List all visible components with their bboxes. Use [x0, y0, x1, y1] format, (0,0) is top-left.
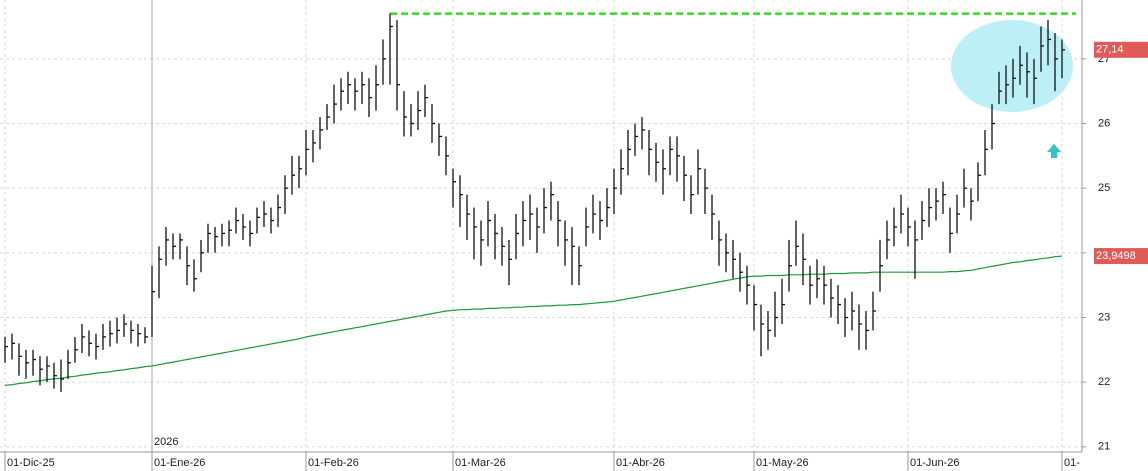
last-value-label: 27,14	[1096, 44, 1124, 56]
axis: 2122232425262701-Dic-2501-Ene-2601-Feb-2…	[4, 41, 1148, 471]
x-tick-label: 01-Dic-25	[7, 457, 55, 469]
last-value-label-box	[1094, 41, 1148, 58]
x-tick-label: 01-Feb-26	[308, 457, 359, 469]
y-tick-label: 26	[1098, 117, 1110, 129]
year-label: 2026	[154, 436, 178, 448]
y-tick-label: 22	[1098, 376, 1110, 388]
up-arrow	[1047, 144, 1061, 158]
last-value-label-box	[1094, 248, 1148, 265]
x-tick-label: 01-Abr-26	[616, 457, 665, 469]
marks	[4, 12, 1076, 392]
moving-average	[4, 255, 1063, 386]
highlight-ellipse	[951, 20, 1073, 112]
y-tick-label: 21	[1098, 441, 1110, 453]
x-tick-label: 01-Jun-26	[910, 457, 960, 469]
last-value-label: 23,9498	[1096, 250, 1136, 262]
x-tick-label: 01-May-26	[756, 457, 809, 469]
x-tick-label: 01-	[1064, 457, 1080, 469]
y-tick-label: 25	[1098, 182, 1110, 194]
x-tick-label: 01-Ene-26	[154, 457, 205, 469]
x-tick-label: 01-Mar-26	[455, 457, 506, 469]
y-tick-label: 23	[1098, 311, 1110, 323]
